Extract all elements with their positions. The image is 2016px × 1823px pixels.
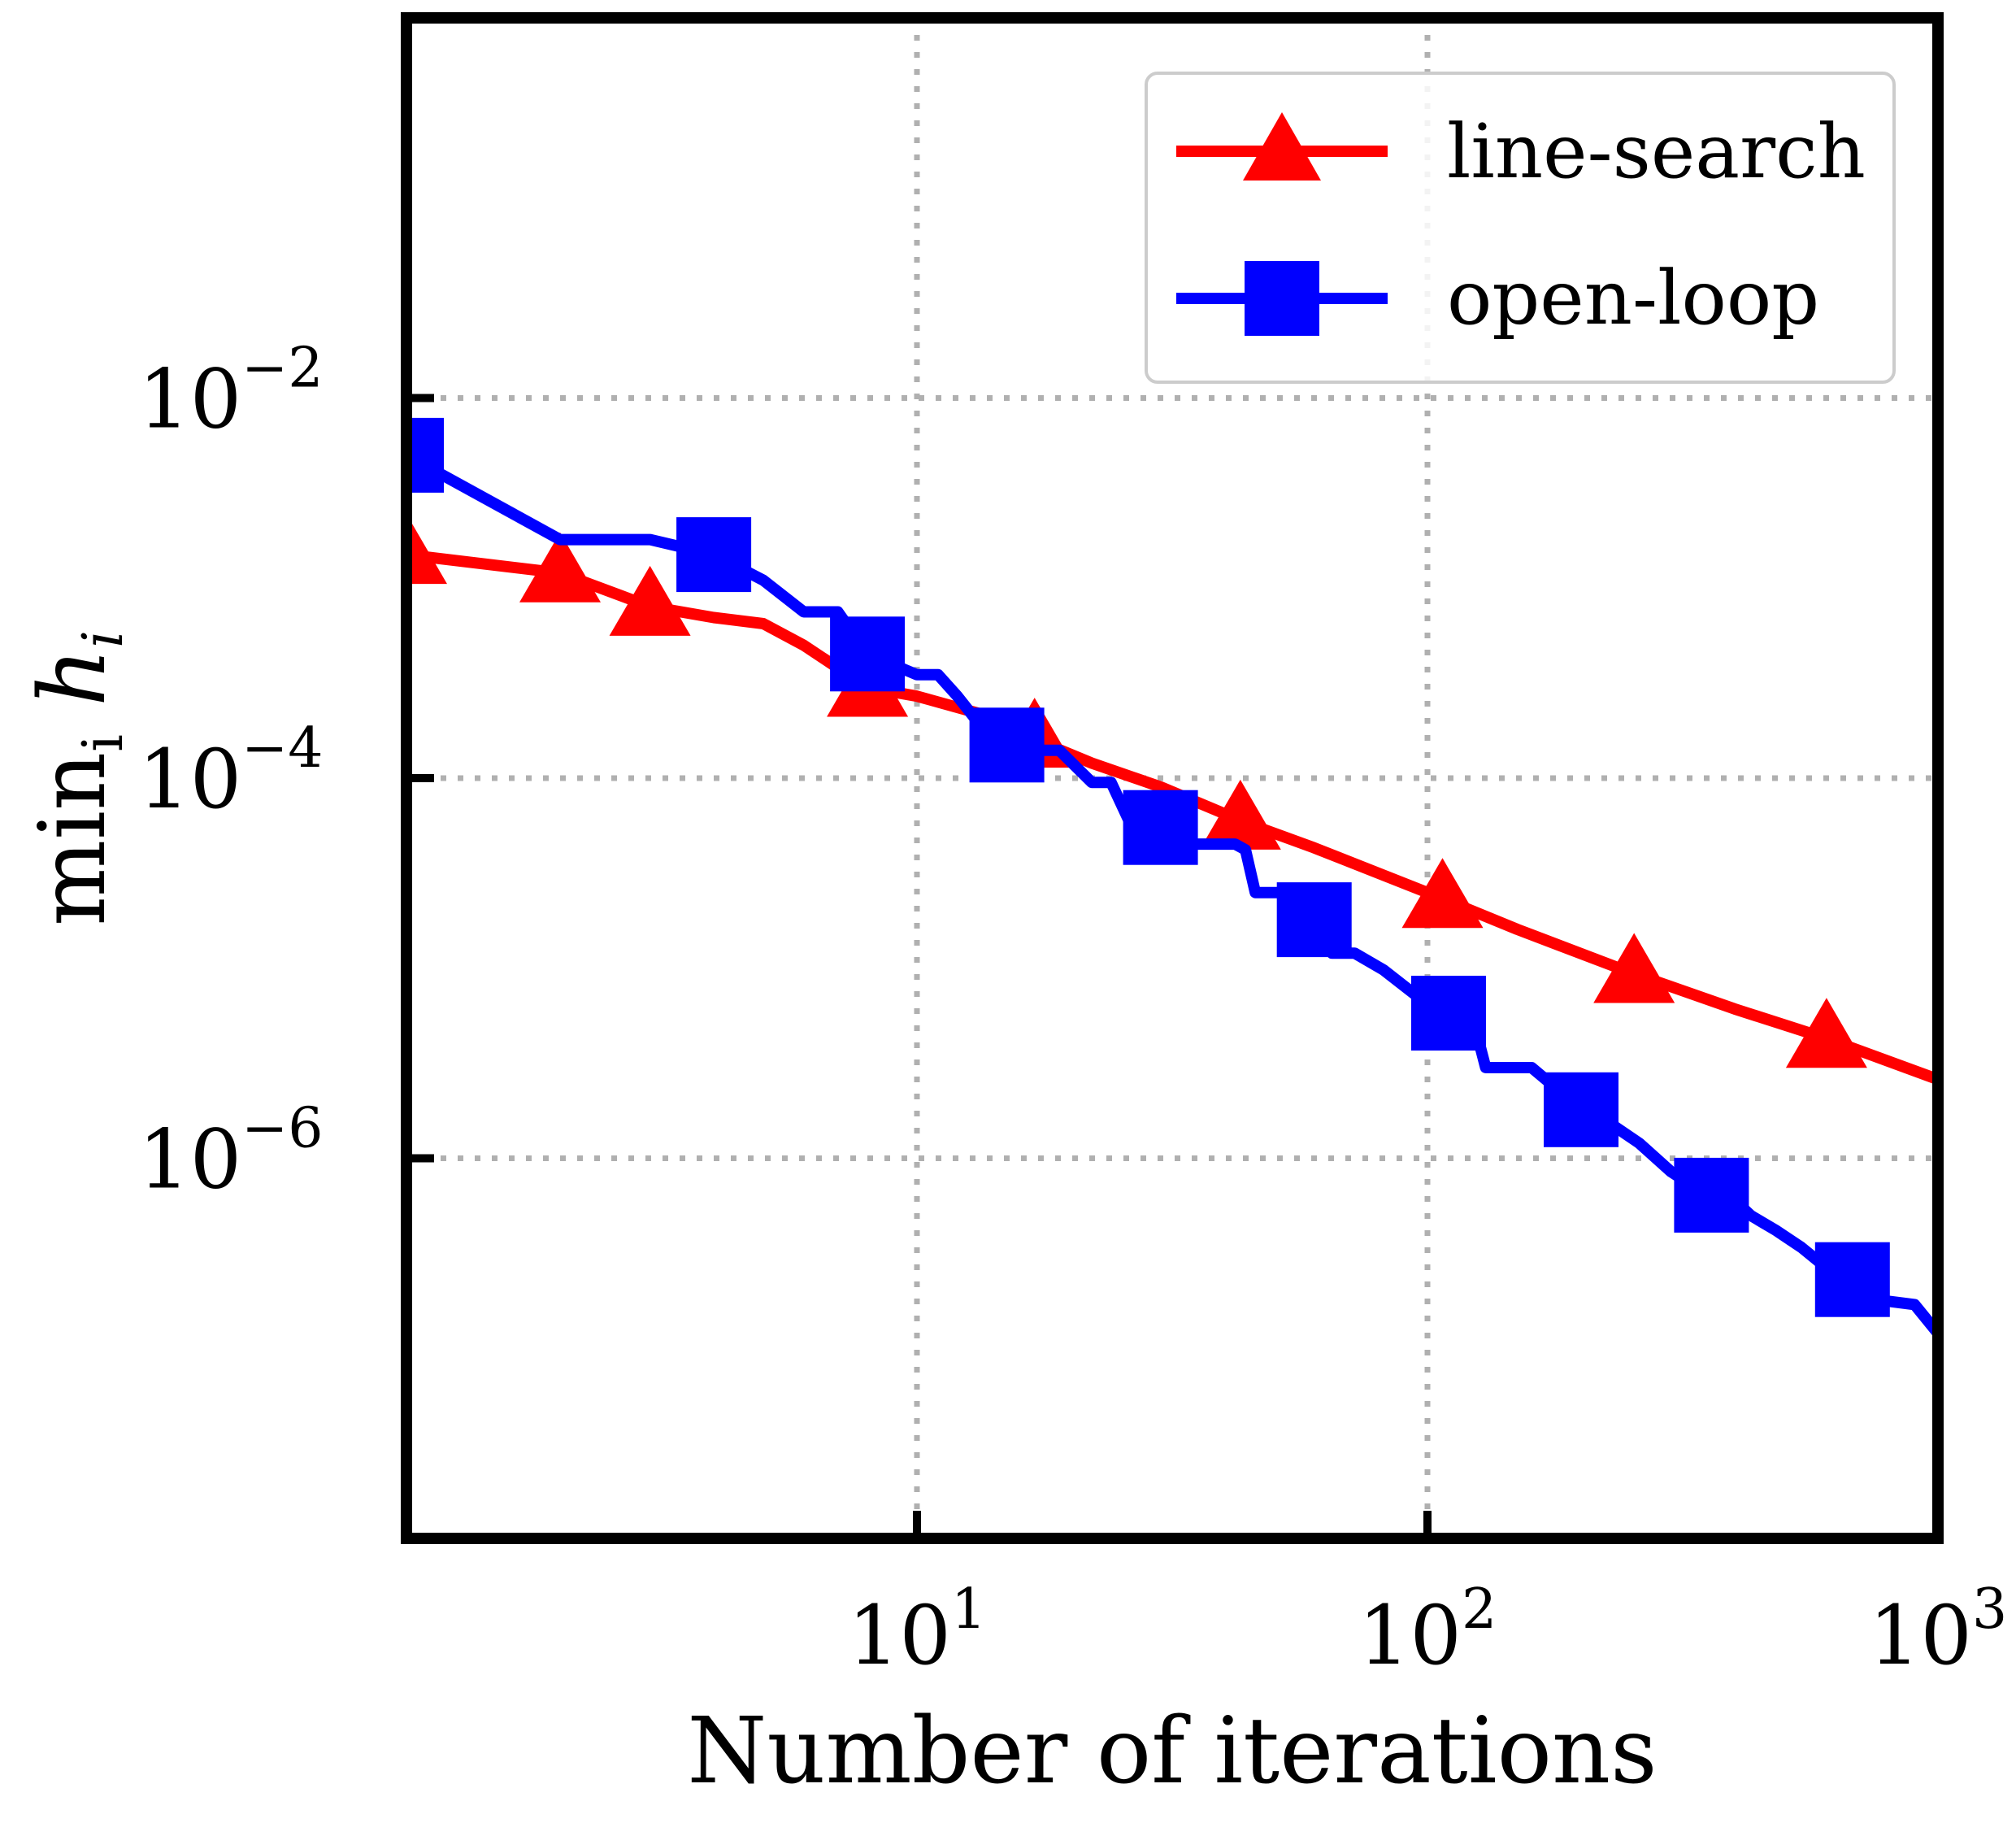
- y-tick-base: 10: [138, 1112, 241, 1207]
- x-tick-label: 102: [1358, 1577, 1497, 1683]
- y-label-min-sub: i: [72, 734, 136, 752]
- x-tick-exponent: 1: [951, 1577, 986, 1642]
- x-tick-label: 101: [848, 1577, 987, 1683]
- y-tick-base: 10: [138, 732, 241, 827]
- marker-open-loop: [1544, 1072, 1618, 1147]
- svg-text:minihi: minihi: [20, 630, 136, 926]
- x-axis-label: Number of iterations: [687, 1699, 1657, 1804]
- y-label-var: h: [20, 648, 126, 707]
- marker-line-search: [1401, 858, 1484, 929]
- marker-line-search: [406, 514, 447, 585]
- marker-open-loop: [406, 417, 444, 493]
- marker-open-loop: [1276, 882, 1352, 958]
- x-tick-exponent: 3: [1972, 1577, 2007, 1642]
- marker-open-loop: [1814, 1242, 1890, 1317]
- marker-line-search: [1593, 933, 1675, 1003]
- x-tick-exponent: 2: [1462, 1577, 1497, 1642]
- marker-line-search: [519, 532, 601, 603]
- marker-open-loop: [1674, 1157, 1749, 1233]
- marker-open-loop: [676, 517, 752, 593]
- y-axis-label: minihi: [20, 630, 136, 926]
- legend-line-search-marker: [1243, 112, 1321, 181]
- x-tick-label: 103: [1869, 1577, 2008, 1683]
- marker-line-search: [609, 565, 691, 636]
- y-label-min: min: [20, 752, 126, 926]
- legend-entry-line-search: line-search: [1176, 108, 1866, 195]
- marker-open-loop: [969, 707, 1045, 783]
- y-tick-label: 10−6: [138, 1097, 324, 1207]
- series-layer: [406, 417, 1938, 1339]
- y-tick-label: 10−4: [138, 716, 324, 827]
- y-tick-exponent: −4: [241, 716, 323, 781]
- y-tick-base: 10: [138, 352, 241, 447]
- marker-line-search: [1199, 779, 1281, 850]
- marker-open-loop: [1123, 790, 1198, 865]
- marker-open-loop: [830, 616, 906, 692]
- marker-line-search: [1785, 998, 1867, 1068]
- legend-entry-open-loop: open-loop: [1176, 255, 1819, 342]
- x-tick-base: 10: [1869, 1588, 1972, 1683]
- legend-label-open-loop: open-loop: [1447, 255, 1819, 342]
- y-label-var-sub: i: [72, 630, 136, 648]
- legend-open-loop-marker: [1245, 261, 1319, 336]
- y-tick-exponent: −2: [241, 337, 323, 401]
- y-tick-exponent: −6: [241, 1097, 323, 1161]
- legend: line-search open-loop: [1145, 72, 1896, 384]
- y-tick-label: 10−2: [138, 337, 324, 447]
- marker-open-loop: [1411, 976, 1486, 1051]
- grid: [406, 18, 1938, 1538]
- x-tick-base: 10: [848, 1588, 951, 1683]
- legend-label-line-search: line-search: [1447, 108, 1866, 195]
- x-tick-base: 10: [1358, 1588, 1462, 1683]
